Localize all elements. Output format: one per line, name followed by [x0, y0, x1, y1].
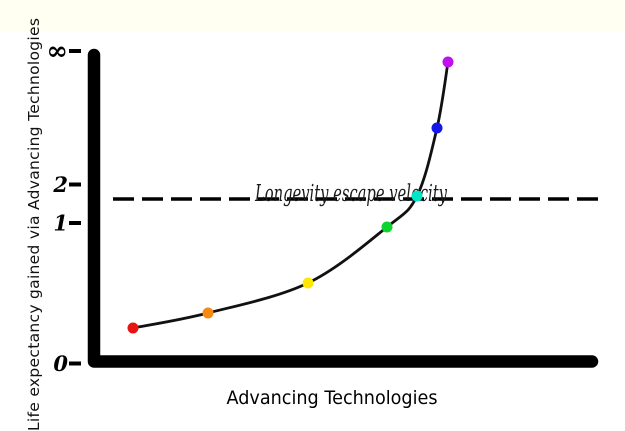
y-tick-label: 1 — [53, 211, 68, 236]
x-axis-label: Advancing Technologies — [227, 387, 438, 409]
y-axis-label: Life expectancy gained via Advancing Tec… — [25, 17, 43, 431]
data-point-orange — [202, 307, 214, 319]
data-point-cyan — [411, 190, 423, 202]
y-tick-label: 2 — [52, 172, 68, 197]
axes — [87, 48, 599, 368]
data-point-red — [127, 322, 139, 334]
data-point-blue — [431, 122, 443, 134]
data-point-purple — [442, 56, 454, 68]
y-axis-ticks: 0 1 2 ∞ — [46, 37, 81, 376]
data-points — [127, 56, 454, 334]
y-tick-label: 0 — [53, 351, 68, 376]
y-tick-label: ∞ — [46, 37, 68, 67]
data-point-yellow — [302, 277, 314, 289]
data-point-green — [381, 221, 393, 233]
